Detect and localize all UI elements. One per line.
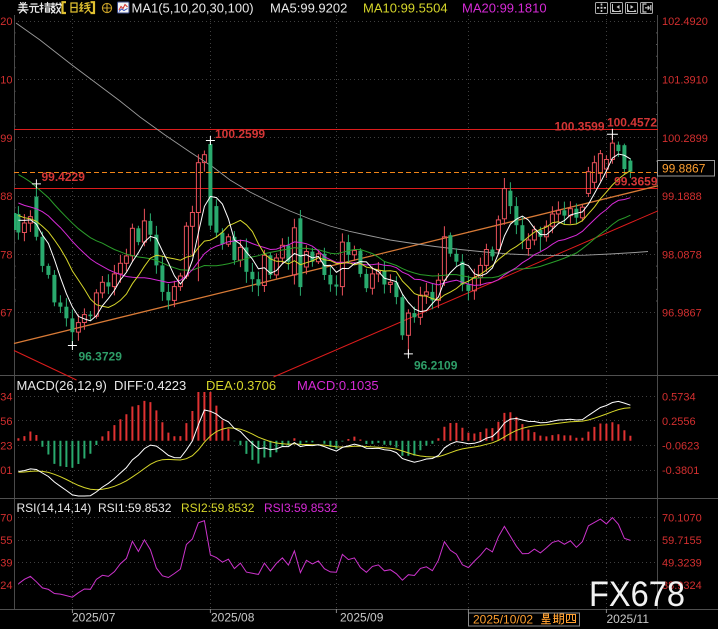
svg-text:99.4229: 99.4229: [42, 170, 86, 184]
svg-text:96.3729: 96.3729: [79, 350, 123, 364]
svg-text:0.5734: 0.5734: [0, 392, 13, 404]
svg-text:-0.0623: -0.0623: [0, 441, 13, 453]
svg-text:49.3239: 49.3239: [0, 558, 13, 570]
svg-text:102.4920: 102.4920: [0, 16, 13, 28]
svg-text:100.2899: 100.2899: [662, 133, 708, 145]
svg-text:101.3910: 101.3910: [0, 75, 13, 87]
svg-text:59.7155: 59.7155: [662, 535, 702, 547]
svg-text:100.3599: 100.3599: [554, 120, 604, 134]
svg-text:-0.3801: -0.3801: [662, 465, 699, 477]
svg-text:38.9324: 38.9324: [662, 580, 702, 592]
svg-text:RSI3:59.8532: RSI3:59.8532: [264, 501, 338, 515]
svg-text:MA10:99.5504: MA10:99.5504: [363, 1, 448, 16]
svg-text:99.8867: 99.8867: [662, 162, 706, 176]
svg-text:MACD(26,12,9): MACD(26,12,9): [17, 378, 107, 393]
svg-text:49.3239: 49.3239: [662, 558, 702, 570]
svg-text:0.2556: 0.2556: [0, 416, 13, 428]
svg-text:101.3910: 101.3910: [662, 75, 708, 87]
svg-text:DIFF:0.4223: DIFF:0.4223: [114, 378, 186, 393]
svg-text:2025/08: 2025/08: [211, 611, 255, 625]
svg-text:RSI1:59.8532: RSI1:59.8532: [98, 501, 172, 515]
svg-text:RSI(14,14,14): RSI(14,14,14): [17, 501, 92, 515]
svg-text:2025/09: 2025/09: [340, 611, 384, 625]
svg-text:100.4572: 100.4572: [607, 116, 657, 130]
svg-text:100.2899: 100.2899: [0, 133, 13, 145]
svg-text:59.7155: 59.7155: [0, 535, 13, 547]
svg-text:99.1888: 99.1888: [0, 191, 13, 203]
svg-text:MA5:99.9202: MA5:99.9202: [270, 1, 347, 16]
svg-text:DEA:0.3706: DEA:0.3706: [206, 378, 276, 393]
svg-text:70.1070: 70.1070: [662, 512, 702, 524]
svg-text:2025/07: 2025/07: [72, 611, 116, 625]
svg-text:2025/11: 2025/11: [607, 612, 650, 626]
svg-text:99.3659: 99.3659: [614, 175, 658, 189]
svg-text:FX678: FX678: [589, 575, 685, 614]
svg-text:100.2599: 100.2599: [215, 127, 265, 141]
svg-text:98.0878: 98.0878: [662, 249, 702, 261]
svg-text:96.9867: 96.9867: [0, 308, 13, 320]
svg-text:38.9324: 38.9324: [0, 580, 13, 592]
svg-text:MACD:0.1035: MACD:0.1035: [297, 378, 379, 393]
svg-text:96.9867: 96.9867: [662, 308, 702, 320]
svg-text:MA1(5,10,20,30,100): MA1(5,10,20,30,100): [132, 1, 254, 16]
svg-text:102.4920: 102.4920: [662, 16, 708, 28]
svg-text:70.1070: 70.1070: [0, 512, 13, 524]
svg-text:MA20:99.1810: MA20:99.1810: [462, 1, 547, 16]
svg-text:RSI2:59.8532: RSI2:59.8532: [181, 501, 255, 515]
svg-text:99.1888: 99.1888: [662, 191, 702, 203]
svg-text:-0.0623: -0.0623: [662, 441, 699, 453]
svg-text:-0.3801: -0.3801: [0, 465, 13, 477]
svg-text:96.2109: 96.2109: [414, 359, 458, 373]
svg-text:0.5734: 0.5734: [662, 392, 696, 404]
svg-text:98.0878: 98.0878: [0, 249, 13, 261]
svg-text:2025/10/02: 2025/10/02: [473, 613, 533, 627]
svg-text:0.2556: 0.2556: [662, 416, 696, 428]
